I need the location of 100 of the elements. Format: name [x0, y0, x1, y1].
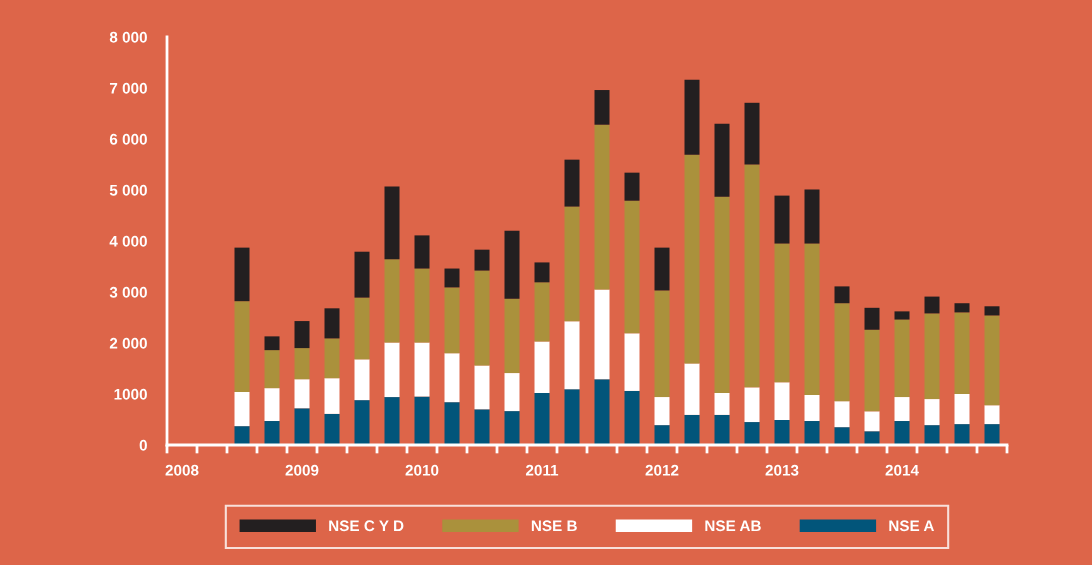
bar — [594, 379, 610, 445]
bar — [294, 408, 310, 445]
bar — [624, 390, 640, 445]
bar — [234, 301, 250, 392]
y-tick-label: 4 000 — [109, 235, 147, 247]
bar — [624, 172, 640, 201]
bar — [684, 363, 700, 415]
bar — [894, 311, 910, 320]
bar — [684, 414, 700, 445]
bar — [414, 342, 430, 397]
bar — [504, 373, 520, 412]
bar — [864, 431, 880, 445]
bar — [444, 287, 460, 354]
bar — [714, 123, 730, 197]
bar — [534, 392, 550, 445]
legend-label: NSE A — [889, 520, 935, 532]
bar — [474, 365, 490, 410]
bar — [864, 411, 880, 432]
bar — [384, 342, 400, 398]
bar — [504, 411, 520, 445]
x-tick-label: 2009 — [285, 464, 319, 476]
bar — [744, 102, 760, 165]
bar — [684, 79, 700, 155]
y-tick-label: 5 000 — [109, 184, 147, 196]
bar — [984, 315, 1000, 406]
bar — [684, 154, 700, 364]
bar — [354, 297, 370, 360]
bar — [774, 382, 790, 421]
bar — [564, 159, 580, 207]
bar — [444, 402, 460, 445]
bar — [744, 164, 760, 388]
bar — [384, 397, 400, 445]
bar — [654, 397, 670, 426]
bar — [564, 321, 580, 390]
bar — [294, 379, 310, 409]
bar — [234, 426, 250, 445]
x-tick-label: 2010 — [405, 464, 439, 476]
legend-label: NSE C Y D — [329, 520, 404, 532]
y-tick-label: 6 000 — [109, 133, 147, 145]
bar — [504, 230, 520, 299]
bar — [414, 396, 430, 445]
bar — [234, 391, 250, 427]
x-tick-label: 2011 — [525, 464, 559, 476]
bar — [954, 394, 970, 425]
bar — [804, 395, 820, 422]
bar — [294, 321, 310, 349]
bar — [264, 350, 280, 389]
bar — [414, 268, 430, 343]
bar — [384, 259, 400, 343]
bar — [324, 338, 340, 379]
bar — [384, 186, 400, 260]
bar — [564, 389, 580, 445]
bar — [984, 405, 1000, 425]
x-tick-label: 2014 — [885, 464, 919, 476]
bar — [834, 303, 850, 402]
bar — [324, 378, 340, 414]
bar — [744, 422, 760, 445]
bar — [714, 414, 730, 445]
bar — [264, 336, 280, 351]
bar — [564, 206, 580, 322]
bar — [714, 392, 730, 415]
bar — [954, 303, 970, 313]
bar — [924, 425, 940, 445]
y-tick-label: 3 000 — [109, 286, 147, 298]
bar — [954, 312, 970, 394]
bar — [864, 329, 880, 412]
bar — [924, 313, 940, 400]
bar — [594, 289, 610, 380]
bar — [984, 424, 1000, 445]
bar — [954, 424, 970, 445]
bar — [804, 421, 820, 445]
y-tick-label: 8 000 — [109, 31, 147, 43]
y-tick-label: 7 000 — [109, 82, 147, 94]
bar — [264, 388, 280, 422]
bar — [924, 399, 940, 426]
bar — [654, 290, 670, 398]
bar — [774, 195, 790, 244]
bar — [444, 268, 460, 288]
bar — [534, 282, 550, 342]
bar — [804, 243, 820, 396]
bar — [474, 270, 490, 366]
bar — [894, 319, 910, 398]
bar — [504, 298, 520, 374]
bar — [984, 306, 1000, 316]
bar — [804, 189, 820, 244]
bar — [444, 353, 460, 403]
bar — [594, 90, 610, 125]
bar — [534, 341, 550, 393]
bar — [594, 124, 610, 290]
bar — [924, 296, 940, 314]
bar — [624, 200, 640, 334]
bar — [234, 247, 250, 302]
bar — [414, 235, 430, 269]
bar — [624, 333, 640, 391]
bar — [744, 387, 760, 423]
bar — [834, 286, 850, 304]
bar — [294, 348, 310, 380]
bar — [654, 425, 670, 445]
x-tick-label: 2013 — [765, 464, 799, 476]
bar — [324, 308, 340, 339]
